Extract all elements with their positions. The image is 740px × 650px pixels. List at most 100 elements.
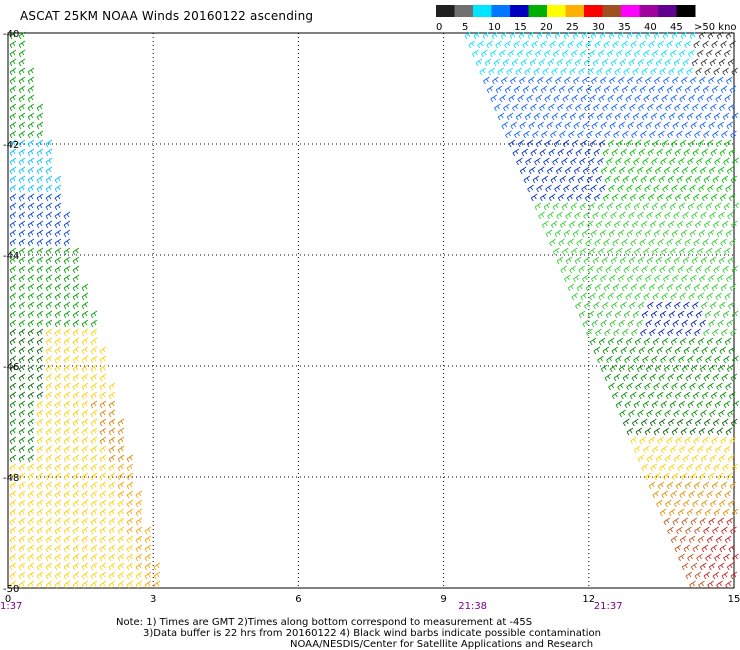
wind-barb [649,373,657,382]
wind-barb [602,346,610,355]
wind-barb [635,184,642,193]
wind-barb [153,571,161,580]
x-tick-label: 3 [150,594,156,605]
wind-barb [639,283,647,292]
wind-barb [72,400,80,409]
wind-barb [90,427,98,436]
wind-barb [36,436,44,445]
wind-barb [99,364,107,373]
wind-barb [530,148,538,157]
wind-barb [712,175,720,184]
wind-barb [720,283,728,292]
wind-barb [619,58,627,67]
wind-barb [510,121,518,130]
wind-barb [709,58,717,67]
wind-barb [564,274,571,283]
wind-barb [618,121,626,130]
wind-barb [631,175,639,184]
wind-barb [718,58,726,67]
wind-barb [539,193,547,202]
wind-barb [18,544,26,553]
wind-barb [63,445,71,454]
wind-barb [695,508,703,517]
wind-barb [630,436,637,445]
wind-barb [572,31,580,40]
wind-barb [578,310,586,319]
wind-barb [719,544,727,553]
wind-barb [54,301,62,310]
wind-barb [9,85,17,94]
wind-barb [45,283,53,292]
wind-barb [635,31,643,40]
wind-barb [493,58,501,67]
wind-barb [683,499,690,508]
wind-barb [576,85,584,94]
wind-barb [475,58,483,67]
wind-barb [555,76,562,85]
wind-barb [27,571,35,580]
wind-barb [655,409,662,418]
wind-barb [571,49,578,58]
wind-barb [512,103,519,112]
wind-barb [699,472,706,481]
wind-barb [708,472,715,481]
wind-barb [670,490,677,499]
wind-barb [730,175,738,184]
colorbar-label: 10 [488,22,501,33]
wind-barb [648,40,655,49]
wind-barb [27,85,35,94]
wind-barb [81,544,89,553]
wind-barb [18,319,26,328]
wind-barb [625,49,632,58]
wind-barb [36,391,44,400]
wind-barb [628,211,635,220]
wind-barb [684,238,691,247]
wind-barb [641,67,648,76]
wind-barb [606,157,613,166]
wind-barb [609,319,617,328]
wind-barb [624,400,632,409]
wind-barb [684,283,692,292]
wind-barb [717,562,725,571]
wind-barb [667,220,675,229]
wind-barb [676,220,684,229]
wind-barb [723,157,730,166]
wind-barb [679,94,686,103]
wind-barb [531,85,539,94]
wind-barb [643,292,650,301]
wind-barb [27,112,35,121]
wind-barb [690,76,697,85]
wind-barb [544,49,551,58]
y-tick-label: -46 [3,362,19,373]
wind-barb [569,112,577,121]
wind-barb [627,76,634,85]
wind-barb [54,562,62,571]
wind-barb [45,229,53,238]
wind-barb [72,319,80,328]
wind-barb [126,472,134,481]
wind-barb [9,211,17,220]
wind-barb [601,256,609,265]
colorbar-label: >50 knots [694,22,736,33]
wind-barb [650,67,657,76]
wind-barb [598,139,606,148]
wind-barb [622,220,630,229]
note-line-2: 3)Data buffer is 22 hrs from 20160122 4)… [143,628,601,639]
wind-barb [27,400,35,409]
wind-barb [117,427,125,436]
wind-barb [651,202,659,211]
wind-barb [486,40,493,49]
wind-barb [636,76,643,85]
wind-barb [535,139,543,148]
wind-barb [117,535,125,544]
wind-barb [624,202,632,211]
wind-barb [706,535,714,544]
wind-barb [727,211,734,220]
wind-barb [605,67,612,76]
map-title: ASCAT 25KM NOAA Winds 20160122 ascending [20,9,314,23]
wind-barb [644,427,652,436]
wind-barb [611,346,619,355]
wind-barb [651,355,658,364]
wind-barb [45,211,53,220]
wind-barb [36,229,44,238]
